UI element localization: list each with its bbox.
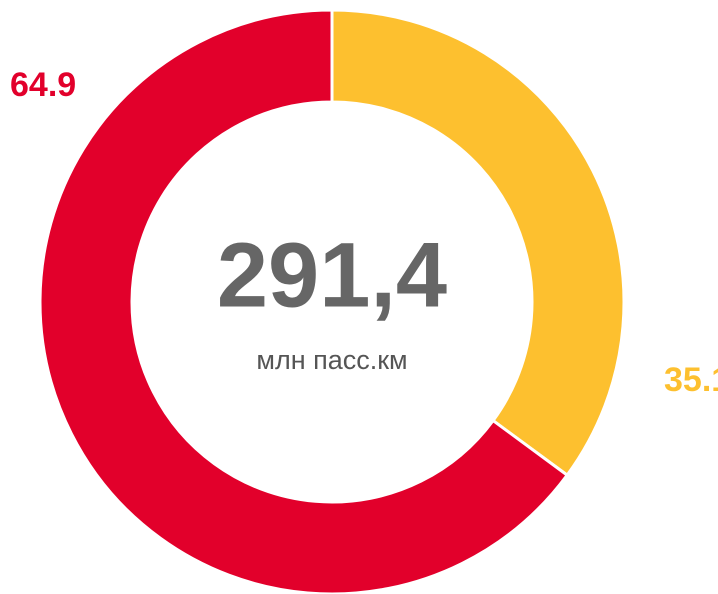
value-label: 64.9	[10, 66, 76, 104]
donut-segment	[330, 8, 626, 478]
center-value: 291,4	[217, 224, 447, 326]
center-unit: млн пасс.км	[256, 345, 407, 375]
value-label: 35.1	[664, 361, 718, 399]
donut-segment	[38, 8, 570, 594]
